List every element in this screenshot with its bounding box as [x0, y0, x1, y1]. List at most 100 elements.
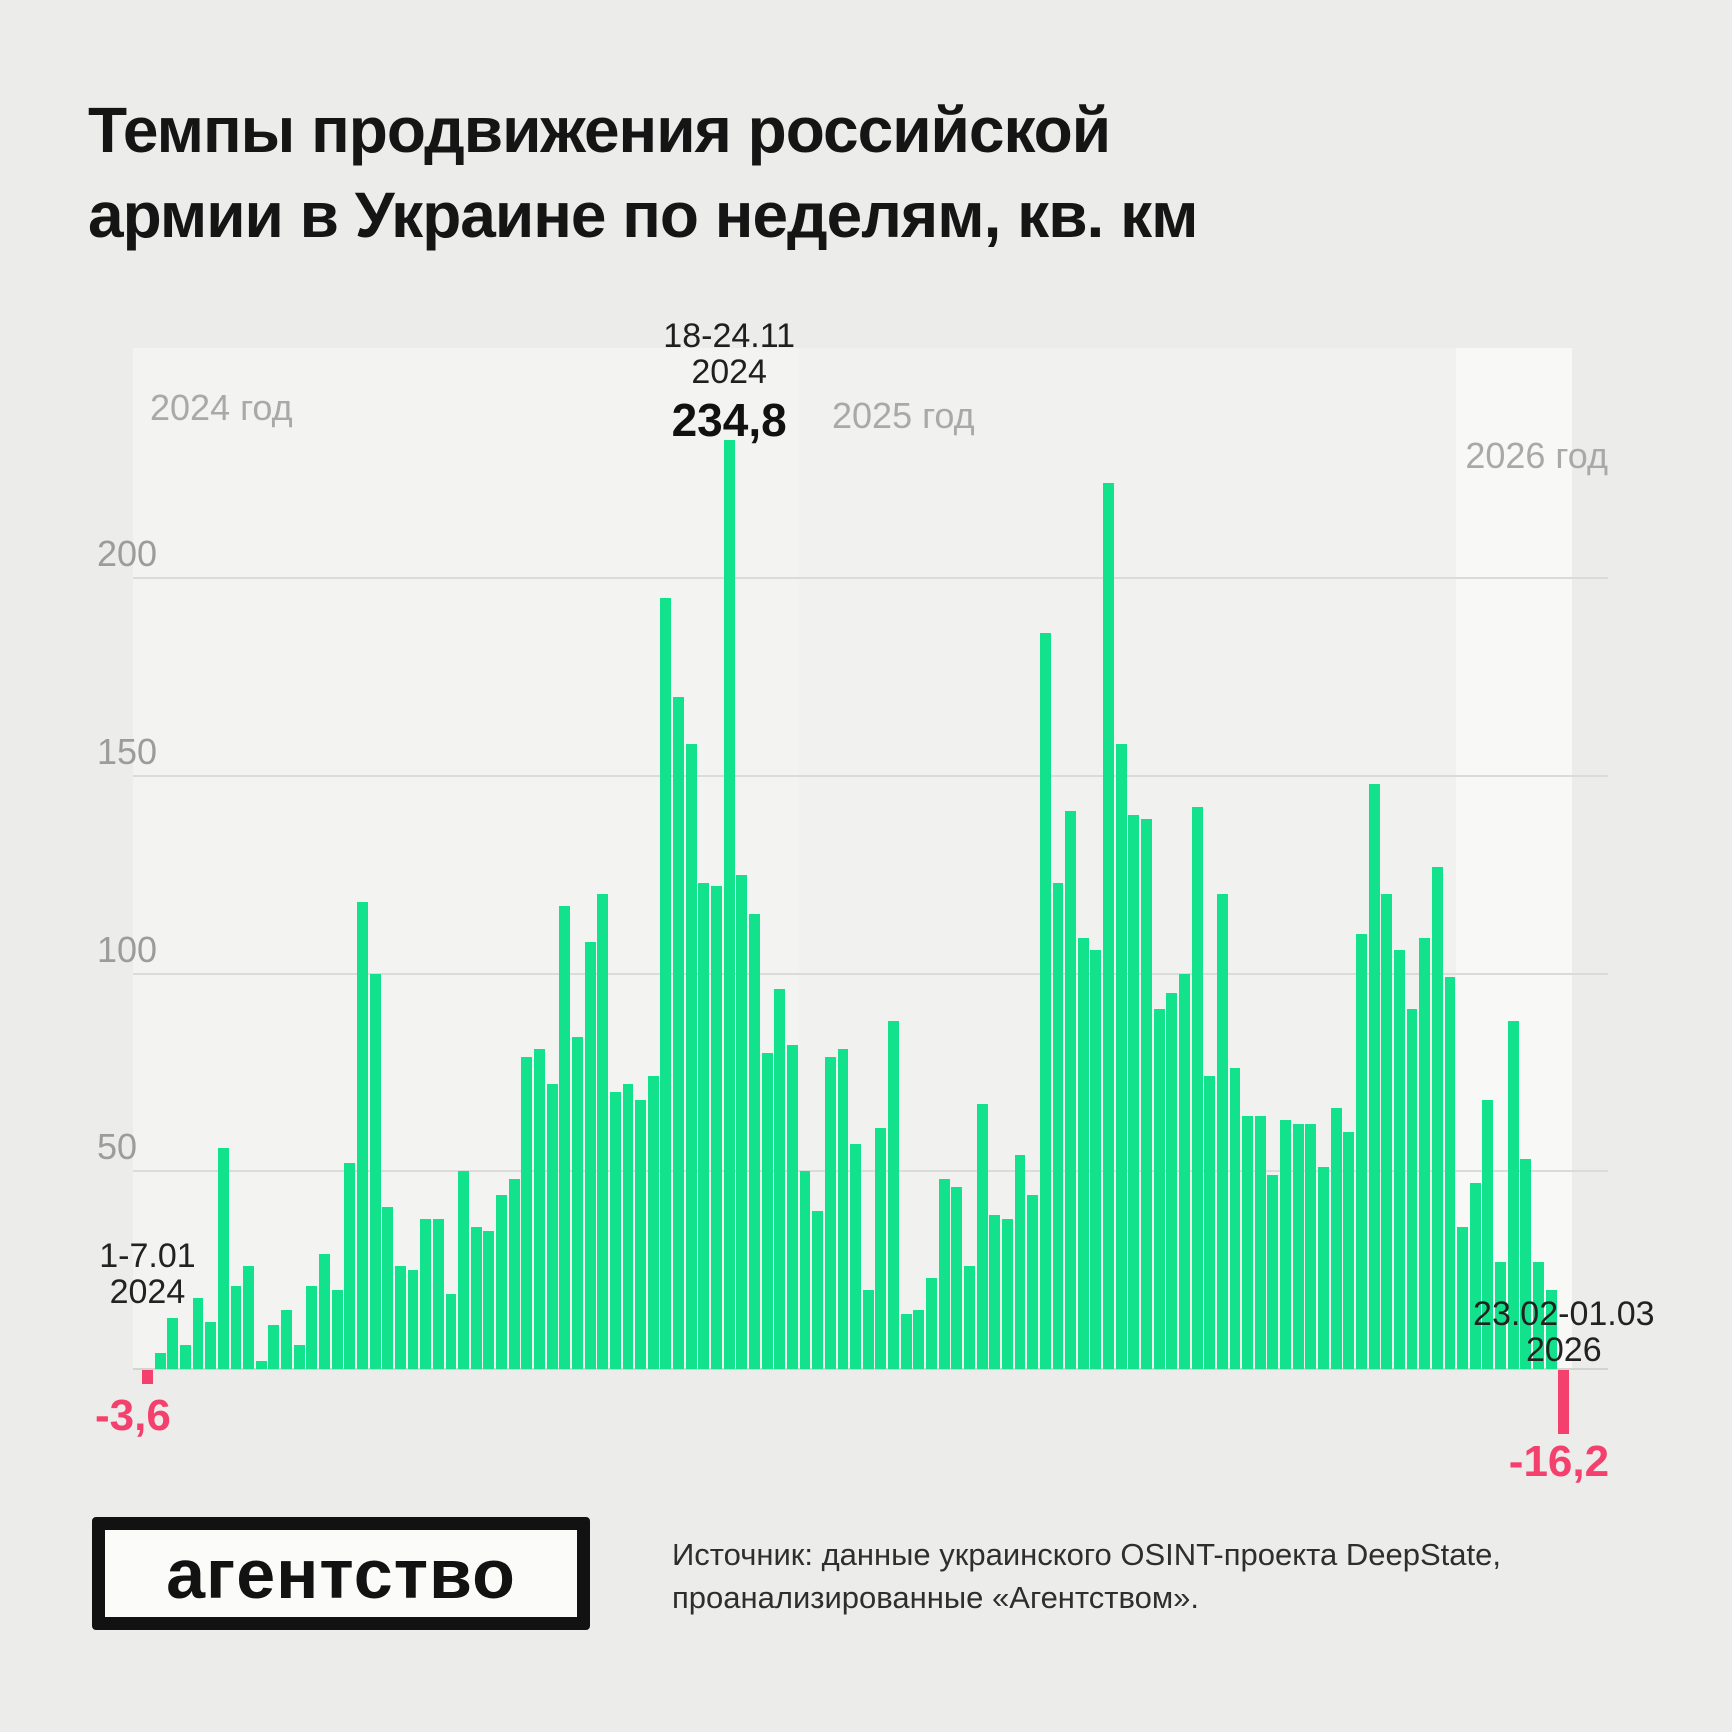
- bar-week-60: [888, 1020, 899, 1369]
- year-label-2024: 2024 год: [150, 387, 293, 428]
- bar-week-88: [1242, 1115, 1254, 1369]
- bar-week-35: [571, 1036, 583, 1369]
- bar-week-8: [230, 1285, 242, 1369]
- bar-week-46: [711, 886, 722, 1369]
- bar-week-54: [812, 1210, 824, 1369]
- bar-week-26: [458, 1171, 470, 1369]
- bar-week-19: [369, 973, 381, 1369]
- bar-week-59: [875, 1127, 887, 1369]
- bar-week-72: [1039, 633, 1051, 1369]
- bar-week-93: [1305, 1123, 1317, 1369]
- bar-week-36: [584, 941, 596, 1369]
- bar-week-109: [1507, 1020, 1519, 1369]
- last-week-value: -16,2: [1508, 1437, 1610, 1486]
- bar-week-6: [205, 1321, 217, 1369]
- bar-week-48: [736, 874, 748, 1369]
- bar-week-51: [774, 989, 786, 1369]
- bar-week-78: [1115, 744, 1127, 1369]
- bar-week-73: [1052, 882, 1064, 1369]
- bar-week-30: [508, 1179, 520, 1369]
- bar-week-11: [268, 1325, 280, 1369]
- bar-week-100: [1393, 949, 1405, 1369]
- bar-week-75: [1077, 937, 1089, 1369]
- gridline-50: [133, 1170, 1608, 1173]
- bar-week-110: [1520, 1159, 1532, 1369]
- bar-week-108: [1495, 1262, 1506, 1369]
- bar-week-3: [167, 1317, 179, 1369]
- bar-week-20: [382, 1206, 394, 1369]
- bar-week-101: [1406, 1009, 1418, 1369]
- bar-week-14: [306, 1285, 318, 1369]
- bar-week-50: [761, 1052, 773, 1369]
- bar-week-105: [1457, 1226, 1469, 1369]
- agentstvo-logo-text: агентство: [166, 1534, 516, 1613]
- bar-week-63: [926, 1278, 937, 1369]
- bar-week-29: [496, 1194, 507, 1369]
- bar-week-94: [1318, 1167, 1329, 1369]
- ytick-50: 50: [97, 1126, 138, 1168]
- bar-week-80: [1141, 819, 1152, 1369]
- bar-week-10: [255, 1361, 267, 1369]
- bar-week-76: [1090, 949, 1102, 1369]
- source-note: Источник: данные украинского OSINT-проек…: [672, 1534, 1501, 1620]
- bar-week-90: [1267, 1175, 1279, 1369]
- bar-week-89: [1254, 1115, 1266, 1369]
- bar-week-113: [1558, 1370, 1570, 1435]
- bar-week-87: [1229, 1068, 1241, 1369]
- max-annotation: 18-24.11 2024 234,8: [569, 318, 889, 444]
- year-label-2025: 2025 год: [832, 395, 975, 436]
- bar-week-81: [1153, 1009, 1165, 1369]
- bar-week-106: [1469, 1183, 1481, 1369]
- bar-week-33: [546, 1084, 558, 1369]
- bar-week-95: [1330, 1107, 1342, 1369]
- title-line2: армии в Украине по неделям, кв. км: [88, 179, 1198, 252]
- bar-week-52: [786, 1044, 798, 1369]
- bar-week-43: [673, 696, 685, 1369]
- bar-week-99: [1381, 894, 1393, 1369]
- ytick-200: 200: [97, 533, 158, 574]
- bar-week-67: [976, 1104, 988, 1369]
- bar-week-32: [534, 1048, 545, 1369]
- bar-week-41: [647, 1076, 659, 1369]
- bar-week-58: [862, 1289, 874, 1369]
- bar-week-23: [420, 1218, 432, 1369]
- bar-week-45: [698, 882, 710, 1369]
- bar-week-16: [331, 1289, 343, 1369]
- last-week-dates: 23.02-01.03: [1473, 1295, 1655, 1333]
- bar-week-69: [1001, 1218, 1013, 1369]
- first-week-value: -3,6: [95, 1391, 171, 1440]
- bar-week-12: [281, 1309, 292, 1369]
- bar-week-18: [356, 902, 368, 1369]
- bar-week-107: [1482, 1100, 1494, 1369]
- bar-week-40: [635, 1100, 647, 1369]
- year-label-2026: 2026 год: [1465, 435, 1608, 476]
- bar-week-38: [609, 1092, 621, 1369]
- first-week-label: 1-7.01 2024: [87, 1238, 207, 1310]
- bar-week-77: [1103, 483, 1114, 1369]
- bar-week-1: [142, 1370, 153, 1385]
- bar-week-2: [154, 1353, 166, 1369]
- bar-week-74: [1065, 811, 1077, 1369]
- gridline-200: [133, 577, 1608, 579]
- bar-week-64: [938, 1179, 950, 1369]
- bar-week-31: [521, 1056, 533, 1369]
- gridline-150: [133, 774, 1608, 777]
- bar-week-25: [445, 1293, 457, 1369]
- bar-week-83: [1178, 973, 1190, 1369]
- bar-week-22: [407, 1270, 419, 1369]
- first-week-year: 2024: [109, 1273, 186, 1312]
- bar-week-28: [483, 1230, 495, 1369]
- bar-week-85: [1204, 1076, 1216, 1369]
- source-line1: Источник: данные украинского OSINT-проек…: [672, 1537, 1501, 1572]
- bar-week-34: [559, 906, 571, 1369]
- bar-week-27: [470, 1226, 482, 1369]
- title-line1: Темпы продвижения российской: [88, 94, 1111, 166]
- bar-week-5: [192, 1297, 204, 1369]
- bar-week-111: [1533, 1262, 1544, 1369]
- bar-week-84: [1191, 807, 1203, 1369]
- bar-week-42: [660, 597, 672, 1369]
- max-annotation-dates: 18-24.11: [663, 317, 795, 355]
- first-week-dates: 1-7.01: [99, 1237, 196, 1275]
